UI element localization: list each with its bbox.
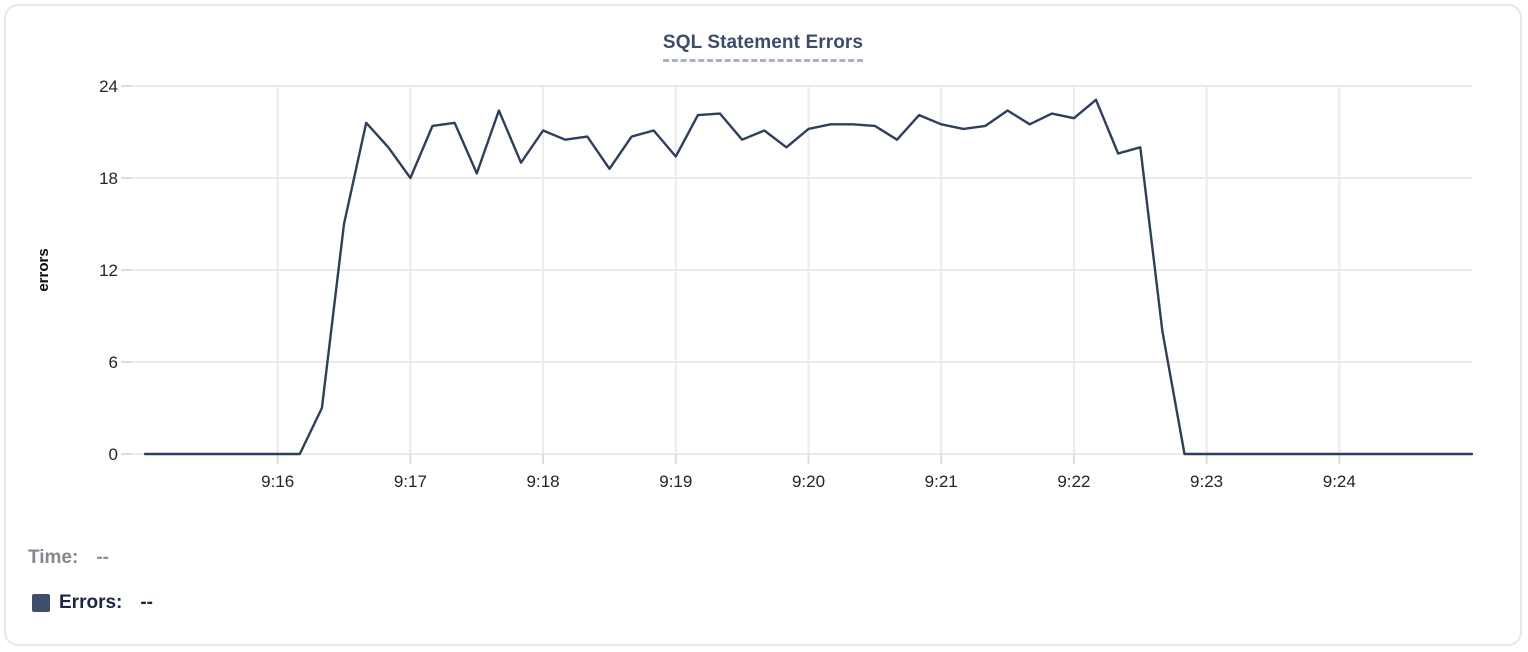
chart-title-row: SQL Statement Errors <box>6 32 1520 62</box>
y-tick-label: 18 <box>99 169 118 188</box>
x-tick-label: 9:21 <box>925 472 958 491</box>
x-tick-label: 9:24 <box>1323 472 1356 491</box>
x-tick-label: 9:18 <box>527 472 560 491</box>
x-tick-label: 9:19 <box>659 472 692 491</box>
y-tick-label: 24 <box>99 77 118 96</box>
time-value: -- <box>96 547 109 568</box>
y-tick-label: 6 <box>109 353 118 372</box>
chart-card: SQL Statement Errors 0 6 12 18 24 9:16 9:17 9:1… <box>4 4 1522 646</box>
x-tick-label: 9:23 <box>1190 472 1223 491</box>
errors-value: -- <box>140 592 154 613</box>
errors-series-swatch <box>32 594 50 612</box>
errors-series-line <box>143 98 1474 456</box>
x-grid: 9:16 9:17 9:18 9:19 9:20 9:21 9:22 9:23 9:24 <box>261 86 1356 491</box>
hover-readout-errors: Errors: -- <box>32 591 153 615</box>
hover-readout-time: Time: -- <box>28 546 109 570</box>
y-grid: 0 6 12 18 24 <box>99 77 1472 464</box>
x-tick-label: 9:20 <box>792 472 825 491</box>
y-tick-label: 0 <box>109 445 118 464</box>
sql-errors-line-chart[interactable]: 0 6 12 18 24 9:16 9:17 9:18 9:19 9:20 9:21 9:22 9:23… <box>6 6 1526 511</box>
y-axis-title: errors <box>35 248 52 291</box>
x-tick-label: 9:16 <box>261 472 294 491</box>
x-tick-label: 9:22 <box>1057 472 1090 491</box>
errors-label: Errors: <box>59 592 123 613</box>
chart-title[interactable]: SQL Statement Errors <box>662 32 864 62</box>
x-tick-label: 9:17 <box>394 472 427 491</box>
y-tick-label: 12 <box>99 261 118 280</box>
time-label: Time: <box>28 547 79 568</box>
